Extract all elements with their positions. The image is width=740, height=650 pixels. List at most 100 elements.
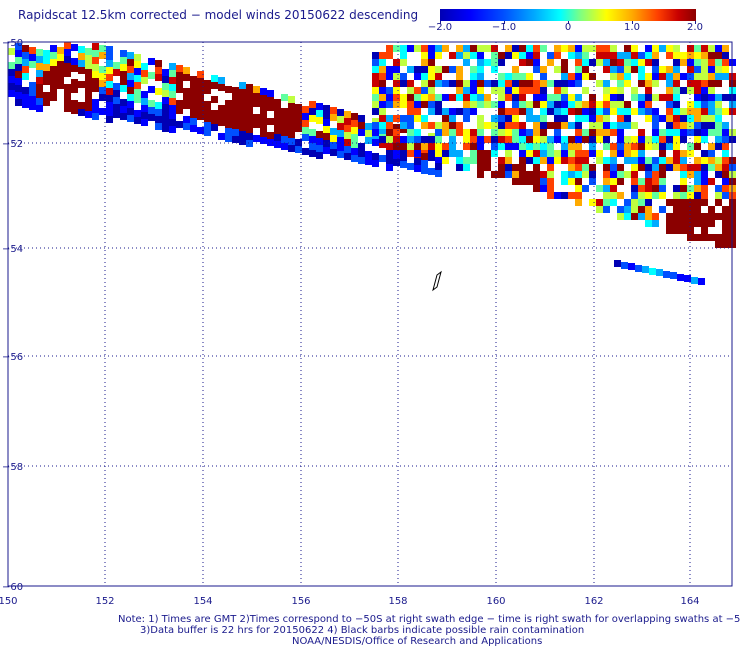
swath-cell <box>78 109 85 116</box>
swath-cell <box>274 120 281 127</box>
swath-cell <box>617 115 624 122</box>
swath-cell <box>43 99 50 106</box>
swath-cell <box>106 74 113 81</box>
swath-cell <box>722 206 729 213</box>
swath-cell <box>302 120 309 127</box>
swath-cell <box>204 87 211 94</box>
swath-cell <box>701 66 708 73</box>
swath-cell <box>64 105 71 112</box>
swath-cell <box>715 143 722 150</box>
swath-cell <box>540 171 547 178</box>
swath-cell <box>708 206 715 213</box>
swath-cell <box>379 80 386 87</box>
swath-cell <box>414 66 421 73</box>
swath-cell <box>701 108 708 115</box>
swath-cell <box>106 102 113 109</box>
swath-cell <box>449 94 456 101</box>
swath-cell <box>589 199 596 206</box>
swath-cell <box>512 164 519 171</box>
swath-cell <box>659 164 666 171</box>
swath-cell <box>106 60 113 67</box>
swath-cell <box>127 108 134 115</box>
swath-cell <box>526 80 533 87</box>
swath-cell <box>211 124 218 131</box>
swath-cell <box>421 59 428 66</box>
swath-cell <box>379 108 386 115</box>
swath-cell <box>470 52 477 59</box>
swath-cell <box>8 76 15 83</box>
swath-cell <box>628 263 635 270</box>
swath-cell <box>50 59 57 66</box>
swath-cell <box>414 73 421 80</box>
swath-cell <box>155 116 162 123</box>
swath-cell <box>519 73 526 80</box>
swath-cell <box>505 164 512 171</box>
swath-cell <box>463 59 470 66</box>
swath-cell <box>358 122 365 129</box>
swath-cell <box>267 118 274 125</box>
swath-cell <box>92 64 99 71</box>
swath-cell <box>666 115 673 122</box>
swath-cell <box>29 54 36 61</box>
swath-cell <box>127 59 134 66</box>
swath-cell <box>589 101 596 108</box>
lon-tick-label: 150 <box>0 596 18 607</box>
swath-cell <box>71 65 78 72</box>
swath-cell <box>372 108 379 115</box>
swath-cell <box>484 150 491 157</box>
swath-cell <box>120 57 127 64</box>
swath-cell <box>715 122 722 129</box>
swath-cell <box>680 87 687 94</box>
swath-cell <box>414 136 421 143</box>
swath-cell <box>449 52 456 59</box>
swath-cell <box>43 57 50 64</box>
swath-cell <box>120 71 127 78</box>
swath-cell <box>162 125 169 132</box>
swath-cell <box>687 73 694 80</box>
swath-cell <box>568 94 575 101</box>
swath-cell <box>663 271 670 278</box>
swath-cell <box>386 150 393 157</box>
swath-cell <box>687 108 694 115</box>
swath-cell <box>379 101 386 108</box>
swath-cell <box>372 87 379 94</box>
swath-cell <box>197 113 204 120</box>
swath-cell <box>449 115 456 122</box>
swath-cell <box>547 59 554 66</box>
swath-cell <box>463 45 470 52</box>
swath-cell <box>50 80 57 87</box>
swath-cell <box>582 66 589 73</box>
swath-cell <box>176 86 183 93</box>
swath-cell <box>561 66 568 73</box>
swath-cell <box>400 59 407 66</box>
swath-cell <box>582 108 589 115</box>
swath-cell <box>561 45 568 52</box>
swath-cell <box>386 73 393 80</box>
swath-cell <box>547 143 554 150</box>
swath-cell <box>274 106 281 113</box>
swath-cell <box>372 59 379 66</box>
swath-cell <box>596 122 603 129</box>
swath-cell <box>127 66 134 73</box>
swath-cell <box>85 55 92 62</box>
swath-cell <box>491 136 498 143</box>
swath-cell <box>610 101 617 108</box>
swath-cell <box>428 143 435 150</box>
swath-cell <box>596 206 603 213</box>
swath-cell <box>708 115 715 122</box>
swath-cell <box>540 45 547 52</box>
swath-cell <box>190 125 197 132</box>
swath-cell <box>701 171 708 178</box>
swath-cell <box>652 115 659 122</box>
swath-cell <box>330 114 337 121</box>
swath-cell <box>589 108 596 115</box>
swath-cell <box>575 108 582 115</box>
swath-cell <box>386 94 393 101</box>
swath-cell <box>694 52 701 59</box>
swath-cell <box>554 52 561 59</box>
swath-cell <box>330 149 337 156</box>
swath-cell <box>393 136 400 143</box>
swath-cell <box>477 143 484 150</box>
swath-cell <box>106 109 113 116</box>
lat-tick-label: −50 <box>2 38 23 49</box>
